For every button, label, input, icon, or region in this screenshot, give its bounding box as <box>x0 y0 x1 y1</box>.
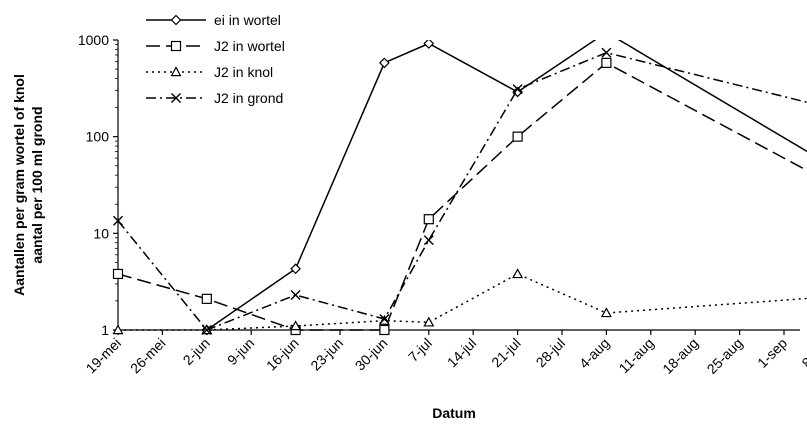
x-tick-label: 11-aug <box>616 335 657 376</box>
data-point-j2-in-knol <box>290 320 302 331</box>
tick-labels: 1 10 100 1000 19-mei 26-mei 2-jun 9-jun 16-jun 23… <box>78 32 807 377</box>
legend-label-j2-in-wortel: J2 in wortel <box>214 38 285 54</box>
data-point-j2-in-grond <box>201 325 212 335</box>
series-lines <box>112 28 807 336</box>
series-ei-in-wortel <box>201 28 807 336</box>
x-marker-stroke <box>423 235 434 246</box>
data-point-ei-in-wortel <box>602 28 611 37</box>
y-tick-label: 10 <box>93 225 109 241</box>
legend-marker-j2-in-grond <box>171 93 181 103</box>
x-tick-label: 4-aug <box>576 335 613 372</box>
legend-item-j2-in-knol: J2 in knol <box>146 64 273 80</box>
legend-label-j2-in-grond: J2 in grond <box>214 90 283 106</box>
x-tick-label: 14-jul <box>444 335 480 371</box>
legend-marker-j2-in-knol <box>170 66 182 77</box>
data-point-j2-in-knol <box>600 307 612 318</box>
x-tick-label: 26-mei <box>127 335 169 377</box>
x-tick-label: 16-jun <box>263 335 302 374</box>
data-point-j2-in-grond <box>601 47 612 58</box>
x-tick-label: 7-jul <box>405 335 435 365</box>
data-point-j2-in-grond <box>290 290 301 301</box>
legend-label-ei-in-wortel: ei in wortel <box>214 12 281 28</box>
y-axis-title-line: Aantallen per gram wortel of knol <box>11 74 27 296</box>
x-tick-label: 19-mei <box>83 335 125 377</box>
x-tick-label: 21-jul <box>488 335 524 371</box>
axes <box>113 39 800 335</box>
series-line-j2-in-wortel <box>117 61 807 331</box>
legend: ei in wortel J2 in wortel J2 in knol J2 in … <box>146 12 285 106</box>
data-point-j2-in-knol <box>112 324 124 335</box>
legend-item-j2-in-wortel: J2 in wortel <box>146 38 285 54</box>
data-point-j2-in-grond <box>512 84 523 95</box>
x-marker-stroke <box>512 84 523 95</box>
y-tick-label: 1 <box>101 322 109 338</box>
x-marker-stroke <box>113 215 123 226</box>
x-tick-label: 8-sep <box>798 335 807 371</box>
data-point-j2-in-wortel <box>601 57 612 68</box>
data-point-ei-in-wortel <box>423 40 435 49</box>
legend-item-j2-in-grond: J2 in grond <box>146 90 283 106</box>
data-point-j2-in-wortel <box>112 268 124 280</box>
series-line-ei-in-wortel <box>206 40 807 331</box>
data-point-j2-in-knol <box>423 316 435 327</box>
x-axis-title: Datum <box>432 405 476 421</box>
x-marker-stroke <box>171 93 181 103</box>
legend-marker-ei-in-wortel <box>170 14 182 26</box>
x-tick-label: 30-jun <box>352 335 391 374</box>
series-line-j2-in-knol <box>118 273 807 331</box>
x-tick-label: 18-aug <box>659 335 701 377</box>
x-marker-stroke <box>379 313 390 324</box>
data-point-j2-in-wortel <box>512 131 523 142</box>
legend-label-j2-in-knol: J2 in knol <box>214 64 273 80</box>
y-tick-label: 1000 <box>78 32 109 48</box>
series-j2-in-wortel <box>112 57 807 336</box>
series-j2-in-grond <box>113 47 807 335</box>
data-point-ei-in-wortel <box>290 263 301 275</box>
x-tick-label: 9-jun <box>224 335 257 368</box>
data-point-j2-in-grond <box>379 313 390 324</box>
data-point-j2-in-wortel <box>423 214 434 225</box>
axis-titles: Datum Aantallen per gram wortel of knol aa… <box>11 74 476 421</box>
x-tick-label: 25-aug <box>704 335 746 377</box>
data-point-j2-in-grond <box>113 215 123 226</box>
x-marker-stroke <box>601 47 612 58</box>
x-tick-label: 28-jul <box>533 335 569 371</box>
data-point-j2-in-knol <box>512 268 524 279</box>
x-tick-label: 2-jun <box>180 335 213 368</box>
y-axis-title-line: aantal per 100 ml grond <box>29 106 45 263</box>
legend-item-ei-in-wortel: ei in wortel <box>146 12 281 28</box>
data-point-ei-in-wortel <box>379 57 390 69</box>
x-tick-label: 23-jun <box>307 335 346 374</box>
series-j2-in-knol <box>112 268 807 335</box>
x-marker-stroke <box>290 290 301 301</box>
y-tick-label: 100 <box>86 129 110 145</box>
legend-marker-j2-in-wortel <box>170 40 182 52</box>
x-tick-label: 1-sep <box>754 335 790 371</box>
data-point-j2-in-wortel <box>379 324 390 336</box>
x-marker-stroke <box>201 325 212 335</box>
data-point-j2-in-grond <box>423 235 434 246</box>
data-point-j2-in-wortel <box>201 293 212 304</box>
